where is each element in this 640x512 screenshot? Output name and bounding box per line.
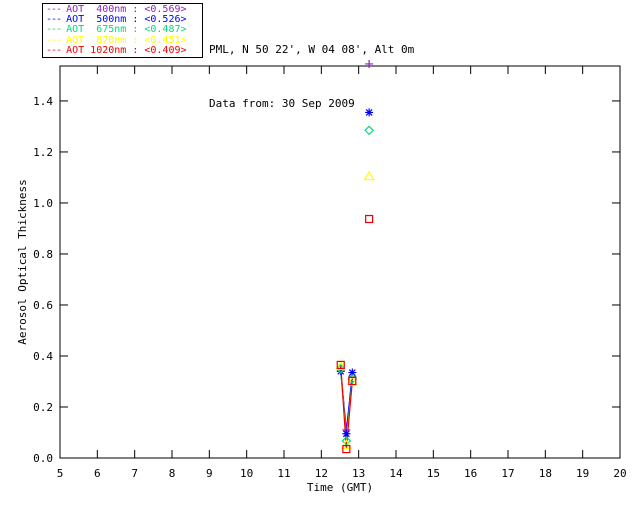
y-tick-label: 0.4 (33, 350, 53, 363)
x-tick-label: 11 (277, 467, 290, 480)
asterisk-marker-icon (348, 368, 357, 377)
legend-series-label: AOT 400nm : <0.569> (66, 4, 187, 16)
y-axis-title: Aerosol Optical Thickness (16, 179, 29, 345)
x-tick-label: 15 (427, 467, 440, 480)
legend-linestyle-sample: --- (46, 4, 67, 16)
asterisk-marker-icon (365, 108, 374, 117)
square-marker-icon (342, 444, 351, 454)
legend-row-aot-675nm: --- AOT 675nm : <0.487> (46, 25, 202, 35)
data-date: Data from: 30 Sep 2009 (209, 97, 355, 110)
x-tick-label: 6 (94, 467, 101, 480)
square-marker-icon (348, 376, 357, 386)
x-tick-label: 16 (464, 467, 477, 480)
x-tick-label: 10 (240, 467, 253, 480)
legend-series-label: AOT 870nm : <0.451> (66, 34, 187, 46)
diamond-marker-icon (364, 125, 374, 136)
x-tick-label: 7 (131, 467, 138, 480)
y-tick-label: 0.8 (33, 248, 53, 261)
x-tick-label: 13 (352, 467, 365, 480)
triangle-marker-icon (340, 439, 352, 449)
x-axis-title: Time (GMT) (307, 481, 373, 494)
asterisk-marker-icon (342, 429, 351, 438)
legend-row-aot-400nm: --- AOT 400nm : <0.569> (46, 5, 202, 15)
plus-marker-icon (365, 59, 374, 68)
series-line (340, 364, 353, 450)
square-marker-icon (365, 214, 374, 224)
x-tick-label: 14 (389, 467, 403, 480)
triangle-marker-icon (335, 360, 347, 371)
legend-row-aot-500nm: --- AOT 500nm : <0.526> (46, 15, 202, 25)
legend-row-aot-870nm: --- AOT 870nm : <0.451> (46, 34, 202, 46)
square-marker-icon (336, 360, 345, 370)
legend-series-label: AOT 675nm : <0.487> (66, 24, 187, 36)
x-tick-label: 12 (315, 467, 328, 480)
x-tick-label: 17 (501, 467, 514, 480)
legend-linestyle-sample: --- (46, 24, 67, 36)
asterisk-marker-icon (336, 367, 345, 376)
header-block: PML, N 50 22', W 04 08', Alt 0m Data fro… (209, 5, 414, 149)
x-tick-label: 19 (576, 467, 589, 480)
x-tick-label: 18 (539, 467, 552, 480)
y-tick-label: 0.2 (33, 401, 53, 414)
legend-series-label: AOT 1020nm : <0.409> (66, 44, 187, 56)
x-tick-label: 9 (206, 467, 213, 480)
y-tick-label: 1.2 (33, 146, 53, 159)
x-tick-label: 20 (613, 467, 626, 480)
plot-frame (59, 65, 621, 459)
station-info: PML, N 50 22', W 04 08', Alt 0m (209, 43, 415, 56)
legend-row-aot-1020nm: --- AOT 1020nm : <0.409> (46, 44, 202, 56)
diamond-marker-icon (341, 436, 352, 446)
x-tick-label: 8 (169, 467, 176, 480)
y-tick-label: 0.6 (33, 299, 53, 312)
legend-series-label: AOT 500nm : <0.526> (66, 14, 187, 26)
y-tick-label: 1.4 (33, 95, 53, 108)
legend-linestyle-sample: --- (46, 34, 67, 46)
triangle-marker-icon (363, 170, 375, 181)
legend-linestyle-sample: --- (46, 14, 67, 26)
legend-linestyle-sample: --- (46, 44, 67, 56)
y-tick-label: 0.0 (33, 452, 53, 465)
legend-box: --- AOT 400nm : <0.569> --- AOT 500nm : <… (42, 3, 203, 58)
x-tick-label: 5 (57, 467, 64, 480)
y-tick-label: 1.0 (33, 197, 53, 210)
